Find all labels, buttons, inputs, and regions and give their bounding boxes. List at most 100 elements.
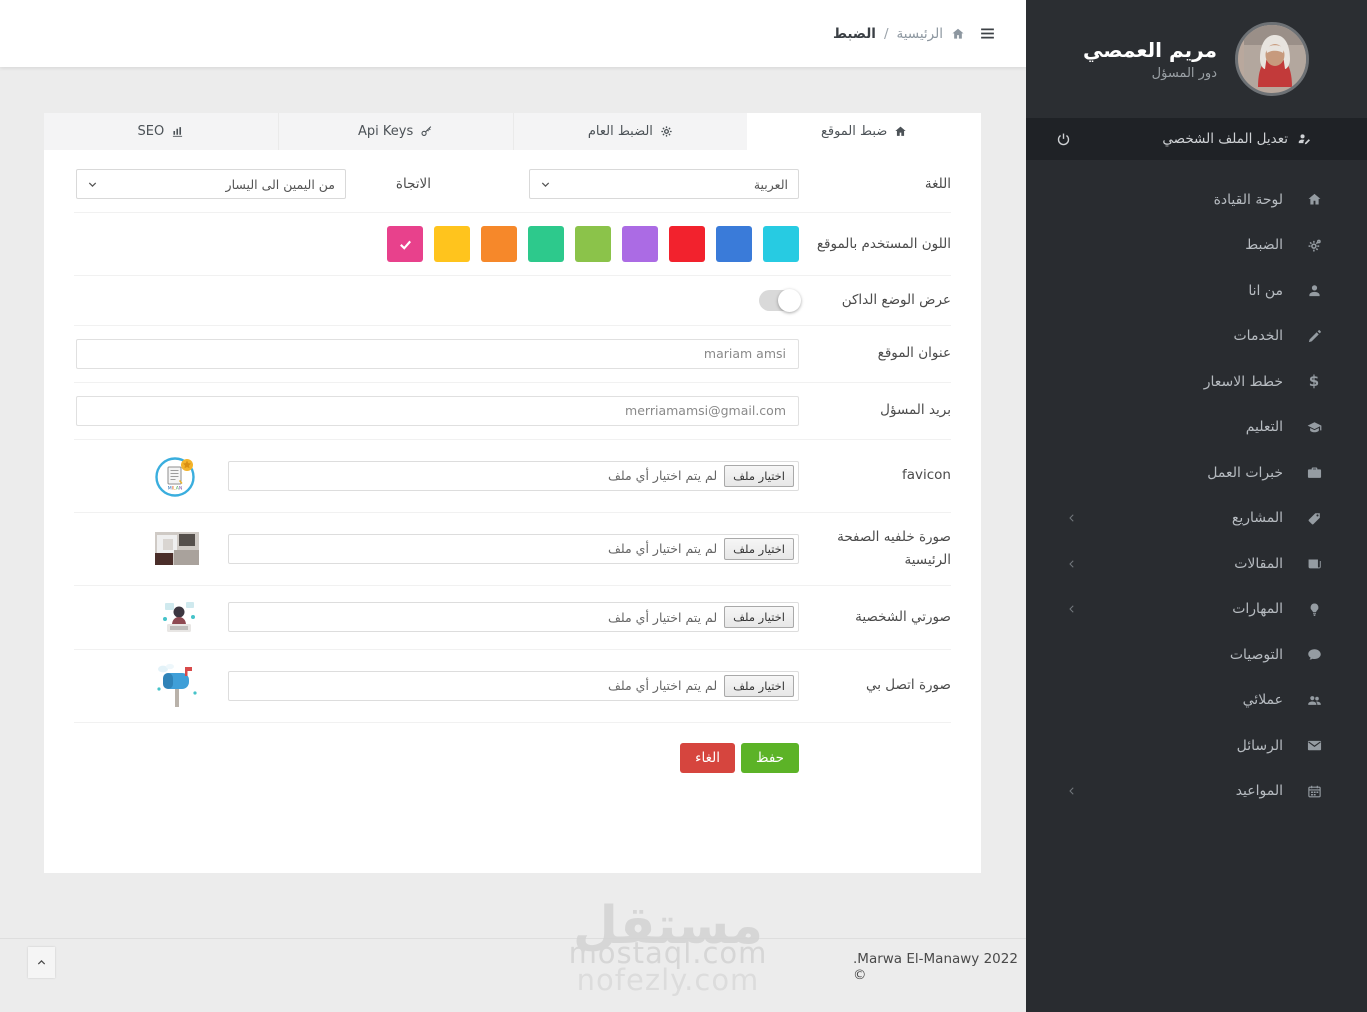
chevron-down-icon xyxy=(540,179,551,190)
user-icon xyxy=(1305,283,1323,298)
breadcrumb: الرئيسية / الضبط xyxy=(833,26,965,42)
briefcase-icon xyxy=(1305,465,1323,480)
choose-file-button[interactable]: اختيار ملف xyxy=(724,537,794,560)
home-icon xyxy=(895,126,906,136)
save-button[interactable]: حفظ xyxy=(741,742,799,773)
bg-image-file-input[interactable]: اختيار ملف لم يتم اختيار أي ملف xyxy=(228,533,799,564)
sidebar-item-dashboard[interactable]: لوحة القيادة xyxy=(1026,177,1367,223)
sidebar-menu: لوحة القيادة الضبط من انا الخدمات $ خطط … xyxy=(1026,160,1367,814)
tab-general-settings[interactable]: الضبط العام xyxy=(512,113,748,150)
admin-email-input[interactable] xyxy=(76,395,799,426)
sidebar-item-pricing-plans[interactable]: $ خطط الاسعار xyxy=(1026,359,1367,405)
dollar-icon: $ xyxy=(1308,372,1320,391)
color-swatch-cyan[interactable] xyxy=(763,226,799,262)
bg-image-row: صورة خلفيه الصفحة الرئيسية اختيار ملف لم… xyxy=(74,513,951,586)
no-file-chosen-text: لم يتم اختيار أي ملف xyxy=(607,609,718,625)
tab-api-keys[interactable]: Api Keys xyxy=(277,113,513,150)
edit-profile-bar: تعديل الملف الشخصي xyxy=(1026,118,1367,160)
bg-image-thumbnail xyxy=(155,532,199,566)
sidebar-item-about-me[interactable]: من انا xyxy=(1026,268,1367,314)
sidebar-item-articles[interactable]: المقالات xyxy=(1026,541,1367,587)
site-color-row: اللون المستخدم بالموقع xyxy=(74,213,951,276)
user-name: مريم العمصي xyxy=(1083,37,1217,62)
sidebar-item-settings[interactable]: الضبط xyxy=(1026,223,1367,269)
dark-mode-toggle[interactable] xyxy=(759,288,801,312)
sidebar-item-work-experience[interactable]: خبرات العمل xyxy=(1026,450,1367,496)
color-swatches xyxy=(387,226,799,262)
sidebar-item-appointments[interactable]: المواعيد xyxy=(1026,769,1367,815)
user-edit-icon xyxy=(1298,134,1310,145)
chevron-left-icon xyxy=(1066,785,1078,797)
color-swatch-blue[interactable] xyxy=(716,226,752,262)
footer-divider xyxy=(0,938,1026,939)
site-title-row: عنوان الموقع xyxy=(74,326,951,383)
site-title-input[interactable] xyxy=(76,338,799,369)
tab-label: الضبط العام xyxy=(587,124,653,139)
watermark-domain-2: nofezly.com xyxy=(576,963,760,997)
no-file-chosen-text: لم يتم اختيار أي ملف xyxy=(607,678,718,694)
breadcrumb-home-link[interactable]: الرئيسية xyxy=(896,25,944,42)
color-swatch-orange[interactable] xyxy=(481,226,517,262)
calendar-icon xyxy=(1305,784,1323,799)
newspaper-icon xyxy=(1305,556,1323,571)
sidebar-item-testimonials[interactable]: التوصيات xyxy=(1026,632,1367,678)
no-file-chosen-text: لم يتم اختيار أي ملف xyxy=(607,541,718,557)
avatar[interactable] xyxy=(1235,22,1309,96)
language-select-value: العربية xyxy=(753,176,788,192)
watermark-domain-1: mostaql.com xyxy=(568,936,768,970)
sidebar-item-messages[interactable]: الرسائل xyxy=(1026,723,1367,769)
contact-image-file-input[interactable]: اختيار ملف لم يتم اختيار أي ملف xyxy=(228,670,799,701)
site-color-label: اللون المستخدم بالموقع xyxy=(816,235,951,252)
admin-email-row: بريد المسؤل xyxy=(74,383,951,440)
color-swatch-purple[interactable] xyxy=(622,226,658,262)
direction-select[interactable]: من اليمين الى اليسار xyxy=(76,169,346,199)
sidebar-item-projects[interactable]: المشاريع xyxy=(1026,496,1367,542)
dark-mode-label: عرض الوضع الداكن xyxy=(841,292,951,308)
choose-file-button[interactable]: اختيار ملف xyxy=(724,674,794,697)
cancel-button[interactable]: الغاء xyxy=(680,742,735,773)
key-icon xyxy=(421,126,432,136)
chevron-down-icon xyxy=(87,179,98,190)
comment-icon xyxy=(1305,647,1323,662)
language-label: اللغة xyxy=(924,175,951,192)
cogs-icon xyxy=(661,126,672,137)
edit-profile-link[interactable]: تعديل الملف الشخصي xyxy=(1162,131,1311,147)
scroll-to-top-button[interactable] xyxy=(28,947,55,978)
language-select[interactable]: العربية xyxy=(529,169,799,199)
sidebar-item-skills[interactable]: المهارات xyxy=(1026,587,1367,633)
chevron-up-icon xyxy=(37,960,46,965)
sidebar-item-services[interactable]: الخدمات xyxy=(1026,314,1367,360)
tab-label: Api Keys xyxy=(358,124,414,139)
favicon-file-input[interactable]: اختيار ملف لم يتم اختيار أي ملف xyxy=(228,460,799,491)
personal-image-file-input[interactable]: اختيار ملف لم يتم اختيار أي ملف xyxy=(228,602,799,633)
tab-site-settings[interactable]: ضبط الموقع xyxy=(747,113,981,150)
settings-card: ضبط الموقع الضبط العام Api Keys SEO اللغ… xyxy=(44,113,981,873)
color-swatch-green[interactable] xyxy=(528,226,564,262)
color-swatch-red[interactable] xyxy=(669,226,705,262)
tab-label: ضبط الموقع xyxy=(820,124,888,139)
toggle-knob xyxy=(778,288,801,312)
lightbulb-icon xyxy=(1305,602,1323,617)
color-swatch-pink-selected[interactable] xyxy=(387,226,423,262)
sidebar: مريم العمصي دور المسؤل تعديل الملف الشخص… xyxy=(1026,0,1367,1012)
tab-seo[interactable]: SEO xyxy=(44,113,278,150)
bg-image-label: صورة خلفيه الصفحة الرئيسية xyxy=(837,528,951,568)
color-swatch-yellow[interactable] xyxy=(434,226,470,262)
dark-mode-row: عرض الوضع الداكن xyxy=(74,276,951,326)
color-swatch-light-green[interactable] xyxy=(575,226,611,262)
favicon-thumbnail: MILAN xyxy=(153,453,199,499)
sidebar-item-education[interactable]: التعليم xyxy=(1026,405,1367,451)
choose-file-button[interactable]: اختيار ملف xyxy=(724,606,794,629)
favicon-row: favicon اختيار ملف لم يتم اختيار أي ملف xyxy=(74,440,951,513)
watermark: مستقل mostaql.com nofezly.com xyxy=(563,900,773,997)
tab-bar: ضبط الموقع الضبط العام Api Keys SEO xyxy=(44,113,981,150)
logout-power-icon[interactable] xyxy=(1056,132,1071,147)
home-icon xyxy=(1305,192,1323,207)
svg-text:MILAN: MILAN xyxy=(168,485,183,491)
sidebar-profile: مريم العمصي دور المسؤل xyxy=(1026,0,1367,118)
choose-file-button[interactable]: اختيار ملف xyxy=(724,464,794,487)
chevron-left-icon xyxy=(1066,512,1078,524)
watermark-arabic: مستقل xyxy=(572,896,764,956)
sidebar-item-clients[interactable]: عملائي xyxy=(1026,678,1367,724)
menu-toggle-icon[interactable] xyxy=(979,25,996,42)
